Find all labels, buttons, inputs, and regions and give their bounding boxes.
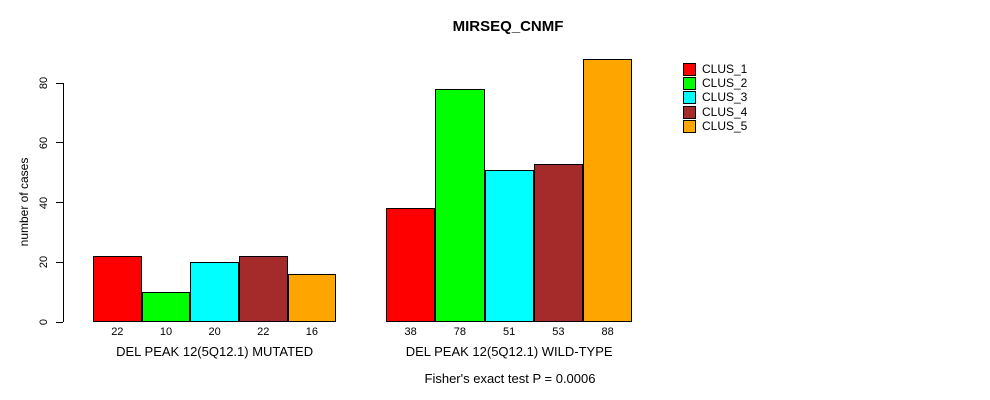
bar-value-label: 22 <box>111 326 124 338</box>
legend-item-clus_5: CLUS_5 <box>683 120 747 134</box>
bar-clus_3-group2 <box>484 169 534 322</box>
legend-label: CLUS_2 <box>702 76 748 91</box>
y-tick-mark <box>56 202 63 203</box>
legend-swatch-clus_5 <box>683 120 696 134</box>
bar-clus_3-group1 <box>190 262 239 322</box>
bar-value-label: 16 <box>305 326 319 338</box>
bar-clus_2-group2 <box>435 88 485 322</box>
legend-item-clus_3: CLUS_3 <box>683 91 747 105</box>
bar-value-label: 78 <box>453 326 466 338</box>
legend-label: CLUS_5 <box>702 119 748 134</box>
y-tick-label: 40 <box>38 196 50 209</box>
legend-swatch-clus_4 <box>683 105 696 119</box>
y-tick-mark <box>56 142 63 144</box>
legend-label: CLUS_4 <box>702 104 748 119</box>
bar-value-label: 10 <box>159 326 173 338</box>
legend-label: CLUS_3 <box>702 90 748 105</box>
legend-label: CLUS_1 <box>702 61 748 76</box>
bar-clus_1-group1 <box>93 256 142 322</box>
y-tick-label: 20 <box>38 256 50 269</box>
y-tick-mark <box>56 261 63 263</box>
bar-clus_4-group1 <box>238 256 288 322</box>
bar-value-label: 38 <box>404 326 417 338</box>
group-label: DEL PEAK 12(5Q12.1) WILD-TYPE <box>405 344 613 359</box>
legend-item-clus_4: CLUS_4 <box>683 105 747 119</box>
fisher-test-annotation: Fisher's exact test P = 0.0006 <box>424 371 596 386</box>
y-tick-label: 80 <box>38 76 50 90</box>
bar-value-label: 88 <box>601 326 614 338</box>
bar-value-label: 20 <box>208 326 221 338</box>
bar-value-label: 53 <box>552 326 565 338</box>
bar-clus_2-group1 <box>141 292 191 322</box>
legend-swatch-clus_3 <box>683 91 696 105</box>
y-tick-label: 0 <box>38 318 50 326</box>
y-axis-line <box>63 83 64 322</box>
bar-value-label: 22 <box>257 326 270 338</box>
legend: CLUS_1 CLUS_2 CLUS_3 CLUS_4 CLUS_5 <box>683 62 747 134</box>
y-axis-label: number of cases <box>17 157 31 247</box>
bar-clus_1-group2 <box>386 208 436 322</box>
bar-value-label: 51 <box>503 326 516 338</box>
bar-clus_4-group2 <box>533 163 583 322</box>
bar-clus_5-group1 <box>287 274 337 322</box>
y-tick-label: 60 <box>38 136 50 149</box>
bar-clus_5-group2 <box>583 59 633 322</box>
y-tick-mark <box>56 321 63 323</box>
legend-swatch-clus_1 <box>683 62 696 76</box>
chart-title: MIRSEQ_CNMF <box>452 18 564 35</box>
y-tick-mark <box>56 82 63 84</box>
legend-item-clus_1: CLUS_1 <box>683 62 747 76</box>
legend-item-clus_2: CLUS_2 <box>683 76 748 91</box>
group-label: DEL PEAK 12(5Q12.1) MUTATED <box>116 344 314 359</box>
legend-swatch-clus_2 <box>683 77 696 91</box>
